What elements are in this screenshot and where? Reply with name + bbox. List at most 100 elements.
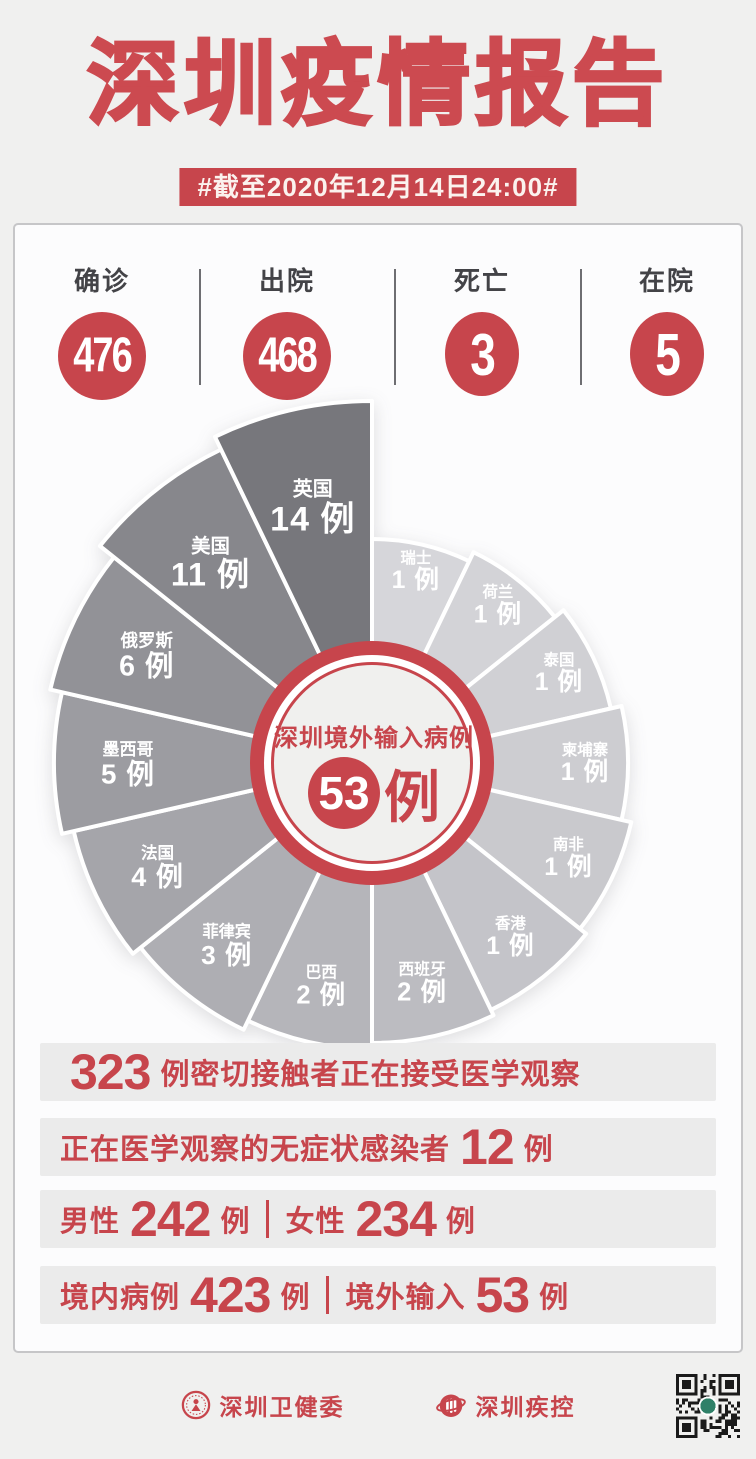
qr-module [694,1401,698,1405]
qr-module [676,1431,680,1435]
bar-text: 例密切接触者正在接受医学观察 [160,1059,581,1091]
slice-value-label: 1 例 [486,932,534,960]
slice-value-label: 1 例 [392,566,440,594]
qr-module [724,1383,728,1387]
qr-module [733,1413,737,1417]
qr-module [688,1422,692,1426]
bar-separator [266,1200,270,1238]
domestic-value: 423 [190,1267,271,1323]
qr-module [694,1425,698,1429]
male-unit: 例 [220,1206,251,1238]
qr-module [700,1392,704,1396]
qr-module [685,1392,689,1396]
qr-module [688,1425,692,1429]
qr-module [694,1377,698,1381]
qr-module [709,1422,713,1426]
qr-module [682,1380,686,1384]
page-title: 深圳疫情报告 [85,32,669,137]
slice-value-label: 11 例 [171,556,250,592]
qr-module [676,1377,680,1381]
imported-value: 53 [475,1267,530,1323]
qr-module [679,1404,683,1408]
qr-module [715,1419,719,1423]
qr-module [685,1374,689,1378]
qr-module [700,1422,704,1426]
qr-module [691,1416,695,1420]
qr-module [736,1428,740,1432]
qr-module [724,1380,728,1384]
qr-module [679,1410,683,1414]
qr-module [718,1386,722,1390]
qr-module [718,1404,722,1408]
qr-module [709,1386,713,1390]
close-contacts-bar: 323 例密切接触者正在接受医学观察 [40,1043,716,1101]
qr-module [727,1434,731,1438]
stat-value-badge: 5 [630,312,704,396]
qr-module [688,1392,692,1396]
gender-bar: 男性 242 例 女性 234 例 [40,1190,716,1248]
qr-module [682,1374,686,1378]
stat-value-badge: 476 [58,312,146,400]
slice-country-label: 西班牙 [398,959,446,978]
footer-org-name: 深圳疾控 [475,1394,576,1420]
qr-module [736,1416,740,1420]
qr-module [721,1428,725,1432]
qr-module [718,1434,722,1438]
qr-module [724,1410,728,1414]
domestic-unit: 例 [280,1282,311,1314]
qr-module [736,1383,740,1387]
qr-module [718,1392,722,1396]
qr-module [718,1383,722,1387]
qr-center-logo-icon [700,1398,716,1414]
qr-module [712,1392,716,1396]
qr-module [709,1425,713,1429]
qr-module [688,1374,692,1378]
qr-module [691,1392,695,1396]
slice-value-label: 14 例 [270,500,355,538]
qr-module [688,1416,692,1420]
qr-module [679,1434,683,1438]
stat-deaths: 死亡 3 [402,261,562,396]
qr-module [703,1374,707,1378]
qr-module [700,1380,704,1384]
qr-module [691,1407,695,1411]
slice-country-label: 香港 [494,914,526,933]
qr-module [727,1386,731,1390]
stat-in-hospital: 在院 5 [587,261,747,396]
qr-module [685,1398,689,1402]
qr-module [694,1380,698,1384]
qr-module [724,1425,728,1429]
qr-module [703,1419,707,1423]
qr-module [685,1380,689,1384]
qr-module [727,1380,731,1384]
qr-module [724,1398,728,1402]
qr-module [691,1374,695,1378]
qr-module [727,1374,731,1378]
qr-module [688,1404,692,1408]
qr-module [682,1428,686,1432]
stat-value: 5 [655,320,681,388]
date-banner: #截至2020年12月14日24:00# [179,168,577,206]
qr-module [730,1374,734,1378]
qr-module [721,1398,725,1402]
qr-module [730,1380,734,1384]
qr-module [730,1386,734,1390]
qr-module [724,1404,728,1408]
qr-module [703,1395,707,1399]
qr-module [724,1419,728,1423]
qr-module [676,1386,680,1390]
qr-module [676,1407,680,1411]
qr-module [730,1392,734,1396]
qr-module [724,1431,728,1435]
stat-value-badge: 468 [243,312,331,400]
qr-module [682,1416,686,1420]
qr-module [730,1416,734,1420]
qr-module [688,1380,692,1384]
qr-module [724,1413,728,1417]
qr-module [736,1410,740,1414]
qr-module [736,1389,740,1393]
qr-module [733,1428,737,1432]
slice-value-label: 3 例 [201,940,252,970]
qr-module [733,1419,737,1423]
imported-unit: 例 [539,1282,570,1314]
